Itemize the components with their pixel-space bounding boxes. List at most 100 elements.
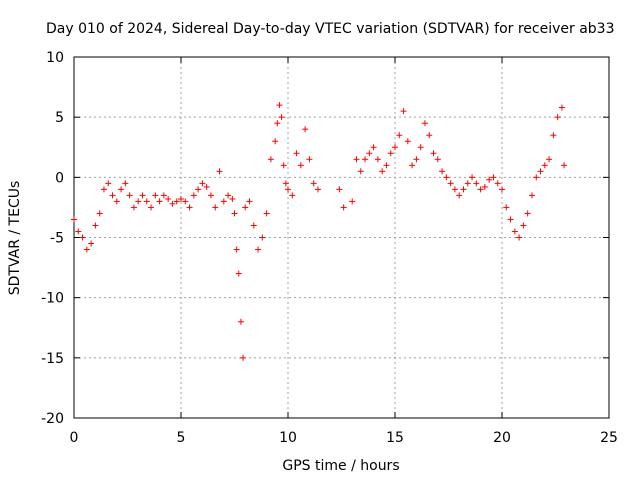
data-point: [353, 156, 360, 163]
data-point: [379, 168, 386, 175]
data-point: [481, 183, 488, 190]
data-point: [554, 114, 561, 121]
data-point: [524, 210, 531, 217]
data-point: [537, 168, 544, 175]
data-point: [306, 156, 313, 163]
data-point: [473, 180, 480, 187]
data-point: [404, 138, 411, 145]
data-point: [366, 150, 373, 157]
data-point: [259, 234, 266, 241]
data-point: [96, 210, 103, 217]
data-point: [546, 156, 553, 163]
data-point: [113, 198, 120, 205]
data-point: [561, 162, 568, 169]
data-point: [220, 198, 227, 205]
data-point: [229, 195, 236, 202]
data-point: [409, 162, 416, 169]
data-points: [71, 102, 568, 361]
data-point: [88, 240, 95, 247]
data-point: [173, 198, 180, 205]
data-point: [126, 192, 133, 199]
data-point: [443, 174, 450, 181]
data-point: [186, 204, 193, 211]
data-point: [507, 216, 514, 223]
x-tick-label: 20: [493, 430, 511, 446]
data-point: [550, 132, 557, 139]
x-axis-label: GPS time / hours: [282, 458, 399, 474]
x-tick-label: 25: [600, 430, 618, 446]
data-point: [130, 204, 137, 211]
data-point: [272, 138, 279, 145]
data-point: [362, 156, 369, 163]
data-point: [302, 126, 309, 133]
data-point: [109, 192, 116, 199]
data-point: [118, 186, 125, 193]
data-point: [79, 234, 86, 241]
data-point: [178, 195, 184, 202]
data-point: [494, 180, 501, 187]
data-point: [456, 192, 463, 199]
data-point: [439, 168, 446, 175]
data-point: [297, 162, 304, 169]
data-point: [169, 200, 176, 207]
data-point: [336, 186, 343, 193]
data-point: [477, 186, 484, 193]
data-point: [105, 180, 112, 187]
data-point: [100, 186, 107, 193]
data-point: [143, 198, 150, 205]
data-point: [233, 246, 240, 253]
data-point: [503, 204, 510, 211]
data-point: [396, 132, 403, 139]
data-point: [310, 180, 317, 187]
data-point: [267, 156, 274, 163]
data-point: [349, 198, 356, 205]
data-point: [195, 186, 202, 193]
data-point: [71, 216, 77, 223]
x-tick-label: 15: [386, 430, 404, 446]
data-point: [314, 186, 321, 193]
data-point: [152, 192, 159, 199]
data-point: [499, 186, 505, 193]
data-point: [92, 222, 99, 229]
data-point: [237, 318, 244, 325]
data-point: [516, 234, 523, 241]
y-tick-label: 0: [55, 170, 64, 186]
data-point: [274, 120, 281, 127]
data-point: [520, 222, 527, 229]
y-axis-label: SDTVAR / TECUs: [7, 181, 23, 296]
data-point: [413, 156, 420, 163]
data-point: [139, 192, 146, 199]
data-point: [460, 186, 467, 193]
data-point: [447, 180, 454, 187]
data-point: [486, 176, 493, 183]
data-point: [199, 180, 206, 187]
data-point: [357, 168, 364, 175]
data-point: [421, 120, 428, 127]
data-point: [212, 204, 219, 211]
tick-labels: 0 5 10 15 20 25 -20 -15 -10 -5 0 5 10: [41, 50, 618, 446]
x-tick-label: 10: [279, 430, 297, 446]
y-tick-label: 10: [46, 50, 64, 66]
data-point: [276, 102, 283, 109]
data-point: [490, 174, 497, 181]
x-tick-label: 0: [70, 430, 79, 446]
data-point: [282, 180, 289, 187]
data-point: [280, 162, 287, 169]
data-point: [75, 228, 82, 235]
data-point: [533, 174, 540, 181]
data-point: [392, 144, 398, 151]
data-point: [469, 174, 476, 181]
data-point: [383, 162, 390, 169]
chart-title: Day 010 of 2024, Sidereal Day-to-day VTE…: [46, 21, 615, 37]
data-point: [528, 192, 535, 199]
data-point: [242, 204, 249, 211]
data-point: [148, 204, 155, 211]
data-point: [426, 132, 433, 139]
data-point: [293, 150, 300, 157]
data-point: [511, 228, 518, 235]
data-point: [207, 192, 214, 199]
data-point: [160, 192, 167, 199]
data-point: [278, 114, 285, 121]
data-point: [225, 192, 232, 199]
